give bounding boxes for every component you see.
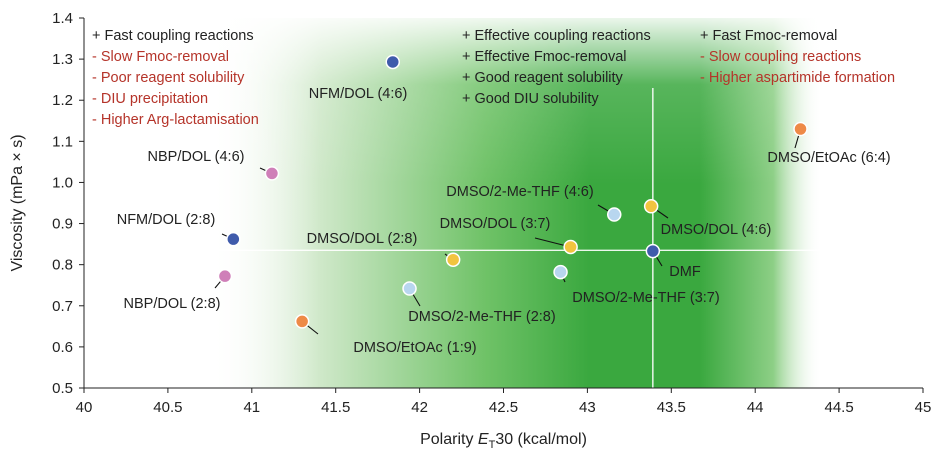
x-tick-label: 41.5 bbox=[321, 399, 350, 416]
y-tick-label: 0.8 bbox=[52, 257, 73, 274]
data-point: NBP/DOL (4:6) bbox=[148, 149, 280, 181]
point-label: NBP/DOL (4:6) bbox=[148, 149, 245, 165]
y-tick-label: 1.2 bbox=[52, 92, 73, 109]
axes: 40 40.5 41 41.5 42 42.5 43 43.5 44 44.5 45 0.5 0.6 0.… bbox=[52, 10, 931, 416]
x-tick-label: 45 bbox=[915, 399, 932, 416]
annotation-line: + Effective Fmoc-removal bbox=[462, 49, 627, 65]
data-point: DMSO/DOL (4:6) bbox=[643, 199, 772, 238]
data-point: NBP/DOL (2:8) bbox=[124, 268, 233, 312]
annotation-block: + Fast Fmoc-removal - Slow coupling react… bbox=[700, 28, 895, 86]
data-point: DMSO/DOL (2:8) bbox=[307, 231, 461, 267]
point-marker bbox=[445, 252, 461, 267]
annotation-line: - Higher aspartimide formation bbox=[700, 70, 895, 86]
point-marker bbox=[217, 268, 233, 284]
data-point: NFM/DOL (2:8) bbox=[117, 212, 241, 247]
point-label: DMSO/2-Me-THF (4:6) bbox=[446, 184, 593, 200]
annotation-block: + Effective coupling reactions + Effectiv… bbox=[462, 28, 651, 107]
point-marker bbox=[793, 121, 808, 137]
point-marker bbox=[563, 239, 578, 255]
x-axis-title: Polarity ET30 (kcal/mol) bbox=[420, 431, 587, 449]
x-tick-label: 41 bbox=[243, 399, 260, 416]
data-point: DMSO/EtOAc (1:9) bbox=[294, 314, 477, 356]
point-label: NFM/DOL (2:8) bbox=[117, 212, 216, 228]
point-marker bbox=[264, 166, 280, 181]
data-point: DMSO/2-Me-THF (2:8) bbox=[402, 281, 556, 325]
point-label: NFM/DOL (4:6) bbox=[309, 86, 408, 102]
point-label: DMSO/DOL (2:8) bbox=[307, 231, 418, 247]
y-tick-label: 1.1 bbox=[52, 133, 73, 150]
annotation-line: - Slow Fmoc-removal bbox=[92, 49, 229, 65]
y-tick-label: 0.7 bbox=[52, 298, 73, 315]
point-label: NBP/DOL (2:8) bbox=[124, 296, 221, 312]
y-tick-label: 0.5 bbox=[52, 380, 73, 397]
data-points: NFM/DOL (4:6) NBP/DOL (4:6) NFM/DOL (2:8) N… bbox=[117, 54, 891, 356]
annotation-line: + Good DIU solubility bbox=[462, 91, 599, 107]
annotation-line: - Higher Arg-lactamisation bbox=[92, 112, 259, 128]
data-point: NFM/DOL (4:6) bbox=[309, 54, 408, 102]
point-marker bbox=[643, 199, 659, 214]
annotation-line: + Fast Fmoc-removal bbox=[700, 28, 837, 44]
data-point: DMSO/DOL (3:7) bbox=[440, 216, 578, 255]
annotation-line: - Slow coupling reactions bbox=[700, 49, 861, 65]
point-marker bbox=[606, 207, 622, 222]
x-tick-label: 42.5 bbox=[489, 399, 518, 416]
point-label: DMSO/2-Me-THF (2:8) bbox=[408, 309, 555, 325]
annotation-notes: + Fast coupling reactions - Slow Fmoc-rem… bbox=[92, 28, 895, 128]
y-tick-label: 1.3 bbox=[52, 51, 73, 68]
x-tick-label: 44 bbox=[747, 399, 764, 416]
data-point: DMF bbox=[645, 243, 701, 280]
point-marker bbox=[385, 54, 401, 70]
y-tick-label: 1.4 bbox=[52, 10, 73, 27]
x-tick-label: 44.5 bbox=[824, 399, 853, 416]
y-tick-label: 1.0 bbox=[52, 174, 73, 191]
point-label: DMSO/DOL (3:7) bbox=[440, 216, 551, 232]
data-point: DMSO/EtOAc (6:4) bbox=[767, 121, 891, 166]
x-tick-label: 40.5 bbox=[153, 399, 182, 416]
top-fade-overlay bbox=[209, 18, 823, 388]
annotation-line: + Effective coupling reactions bbox=[462, 28, 651, 44]
y-tick-label: 0.9 bbox=[52, 216, 73, 233]
point-marker bbox=[402, 281, 417, 296]
x-tick-label: 43.5 bbox=[657, 399, 686, 416]
annotation-line: + Fast coupling reactions bbox=[92, 28, 254, 44]
point-label: DMSO/EtOAc (1:9) bbox=[353, 340, 476, 356]
x-tick-label: 40 bbox=[76, 399, 93, 416]
annotation-line: - DIU precipitation bbox=[92, 91, 208, 107]
y-tick-label: 0.6 bbox=[52, 339, 73, 356]
annotation-line: - Poor reagent solubility bbox=[92, 70, 245, 86]
data-point: DMSO/2-Me-THF (4:6) bbox=[446, 184, 622, 222]
point-marker bbox=[645, 243, 661, 259]
point-marker bbox=[226, 231, 241, 247]
annotation-block: + Fast coupling reactions - Slow Fmoc-rem… bbox=[92, 28, 259, 128]
point-label: DMSO/EtOAc (6:4) bbox=[767, 150, 890, 166]
point-label: DMF bbox=[669, 264, 701, 280]
y-axis-title: Viscosity (mPa × s) bbox=[9, 134, 26, 271]
x-tick-label: 42 bbox=[411, 399, 428, 416]
data-point: DMSO/2-Me-THF (3:7) bbox=[553, 264, 720, 306]
point-label: DMSO/DOL (4:6) bbox=[661, 222, 772, 238]
annotation-line: + Good reagent solubility bbox=[462, 70, 624, 86]
x-tick-label: 43 bbox=[579, 399, 596, 416]
point-marker bbox=[553, 264, 568, 280]
point-label: DMSO/2-Me-THF (3:7) bbox=[572, 290, 719, 306]
point-marker bbox=[294, 314, 310, 329]
plot-background bbox=[209, 18, 823, 388]
reference-lines bbox=[84, 88, 923, 388]
